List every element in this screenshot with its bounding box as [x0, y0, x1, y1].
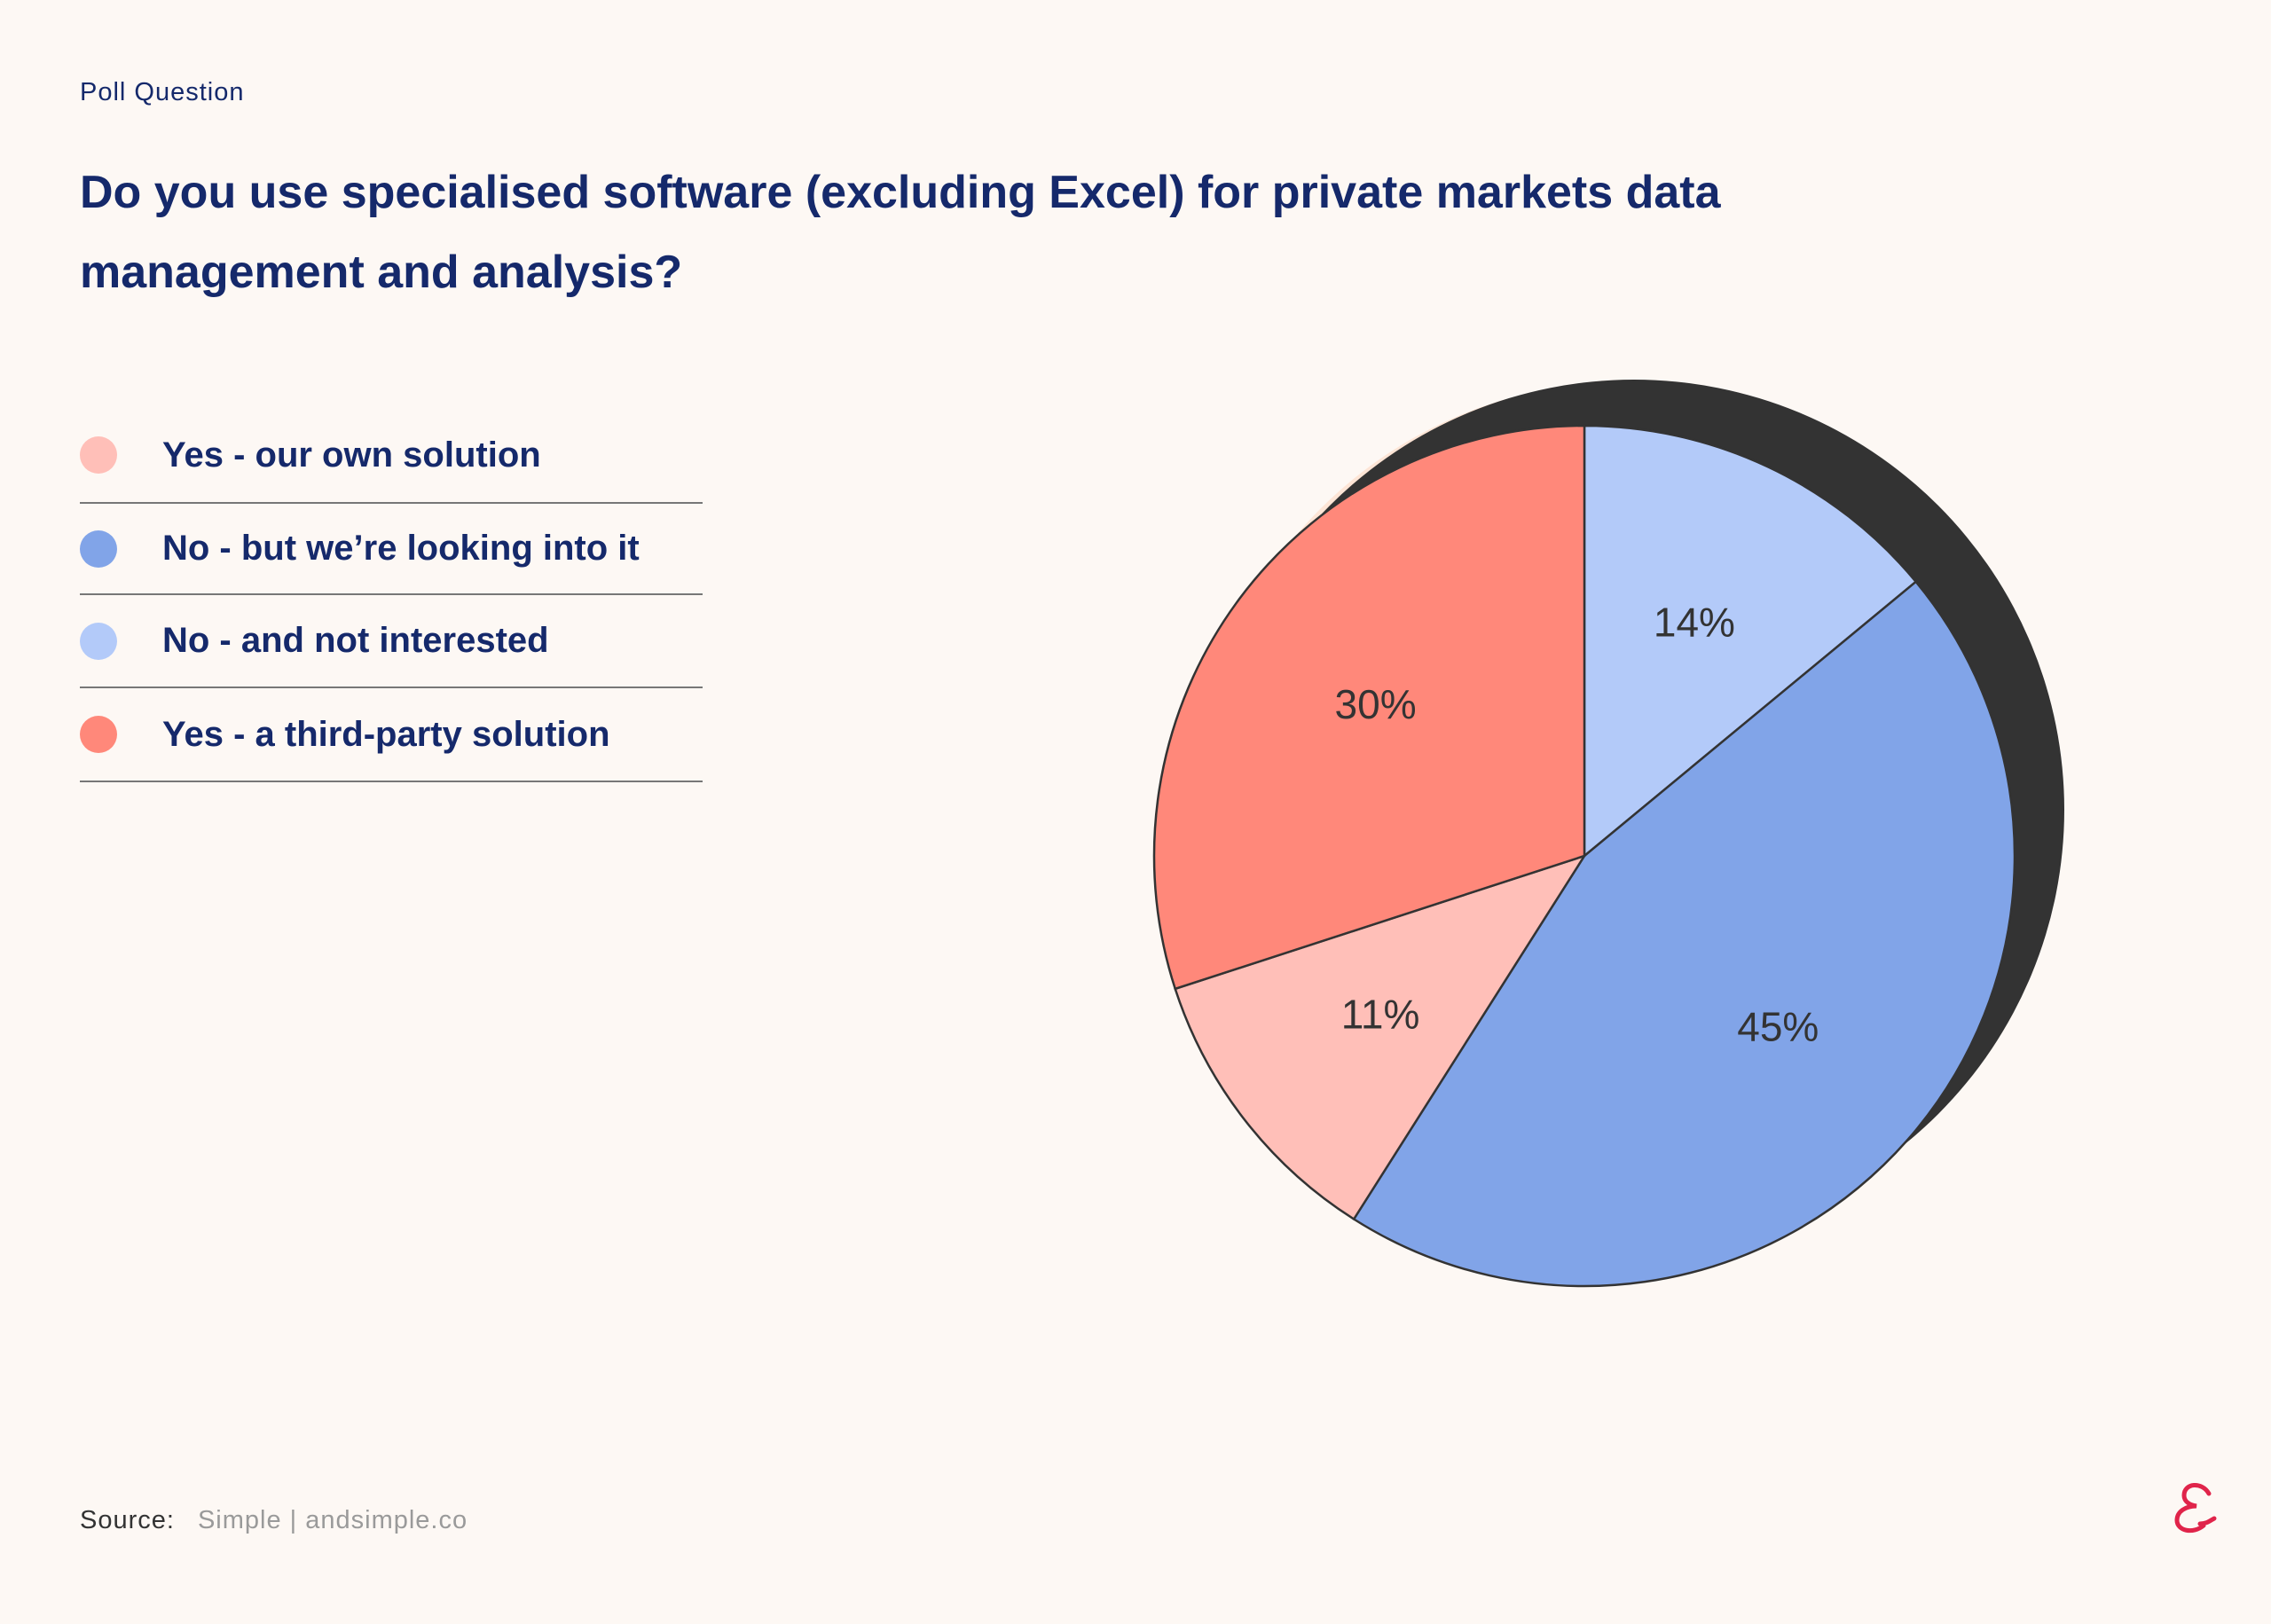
- legend-swatch: [80, 436, 117, 474]
- slice-label: 30%: [1335, 681, 1417, 727]
- pie-slice: [1352, 580, 2016, 1288]
- legend-label: Yes - a third-party solution: [162, 714, 610, 754]
- legend-swatch: [80, 530, 117, 568]
- pie-slice: [1583, 424, 1918, 859]
- pie-slices: [1152, 424, 2016, 1288]
- slice-label: 11%: [1341, 991, 1420, 1037]
- legend-swatch: [80, 622, 117, 660]
- legend-label: No - and not interested: [162, 621, 549, 660]
- source-label: Source:: [80, 1506, 175, 1534]
- slice-label: 14%: [1654, 600, 1735, 646]
- pie-slice: [1152, 424, 1586, 991]
- legend: Yes - our own solution No - but we’re lo…: [80, 408, 703, 782]
- eyebrow-label: Poll Question: [80, 78, 245, 106]
- ampersand-logo-icon: [2174, 1483, 2217, 1534]
- legend-item: Yes - a third-party solution: [80, 688, 703, 782]
- pie-slice-labels: 14% 45% 11% 30%: [1335, 600, 1819, 1050]
- source-text: Simple | andsimple.co: [197, 1506, 468, 1534]
- legend-item: Yes - our own solution: [80, 408, 703, 504]
- legend-item: No - but we’re looking into it: [80, 504, 703, 595]
- pie-slice: [1174, 853, 1587, 1221]
- legend-label: No - but we’re looking into it: [162, 529, 640, 568]
- slice-label: 45%: [1737, 1003, 1819, 1049]
- chart-title: Do you use specialised software (excludi…: [80, 167, 1721, 298]
- legend-label: Yes - our own solution: [162, 435, 541, 475]
- legend-swatch: [80, 716, 117, 753]
- legend-item: No - and not interested: [80, 595, 703, 688]
- source-line: Source: Simple | andsimple.co: [80, 1506, 468, 1535]
